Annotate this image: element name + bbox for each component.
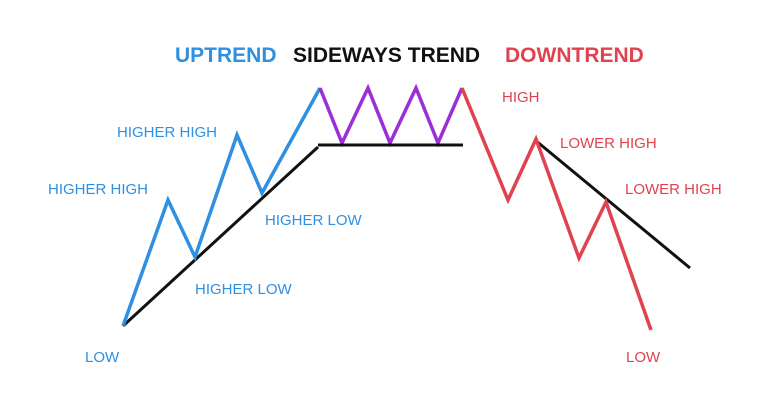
label-low-right: LOW (626, 349, 661, 366)
label-higher-high-2: HIGHER HIGH (117, 124, 217, 141)
sideways-title: SIDEWAYS TREND (293, 44, 480, 67)
label-lower-high-2: LOWER HIGH (625, 181, 722, 198)
label-high: HIGH (502, 89, 540, 106)
label-low-left: LOW (85, 349, 120, 366)
sideways-price-line (318, 83, 464, 148)
label-higher-low-1: HIGHER LOW (195, 281, 293, 298)
downtrend-title: DOWNTREND (505, 44, 644, 67)
downtrend-resistance-line (534, 138, 691, 270)
uptrend-support-line (121, 145, 320, 328)
label-lower-high-1: LOWER HIGH (560, 135, 657, 152)
label-higher-high-1: HIGHER HIGH (48, 181, 148, 198)
uptrend-title: UPTREND (175, 44, 277, 67)
uptrend-price-line (121, 87, 322, 327)
label-higher-low-2: HIGHER LOW (265, 212, 363, 229)
downtrend-price-line (460, 87, 653, 331)
